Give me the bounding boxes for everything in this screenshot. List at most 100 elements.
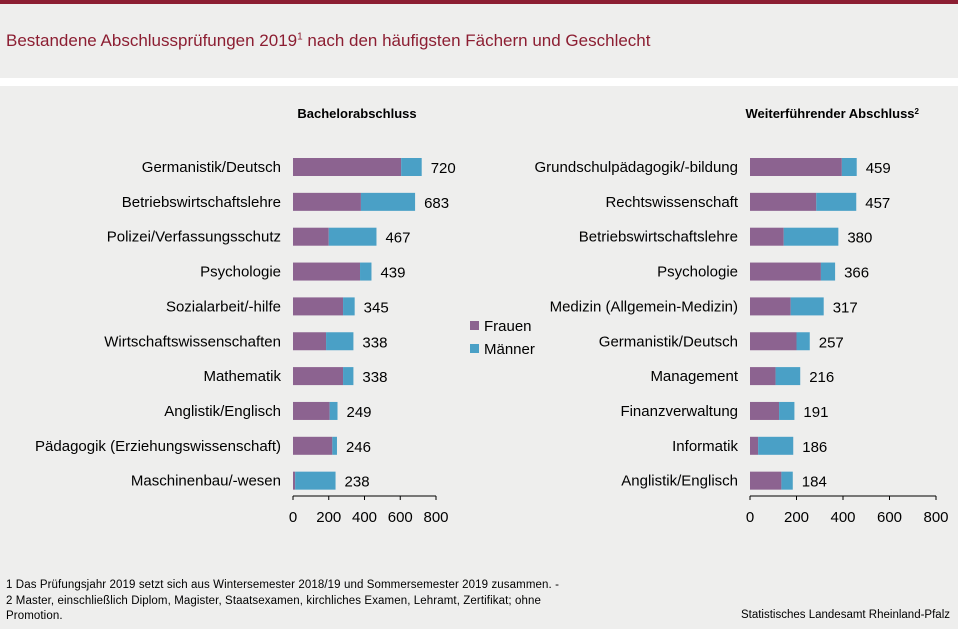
legend-swatch-frauen	[470, 321, 479, 330]
chart-area: Bachelorabschluss Germanistik/Deutsch 720 B…	[35, 106, 948, 526]
master-bar-maenner	[841, 158, 857, 176]
title-divider	[0, 78, 958, 86]
bachelor-value-label: 467	[385, 230, 410, 247]
legend-label-frauen: Frauen	[484, 318, 532, 335]
master-category-label: Betriebswirtschaftslehre	[579, 229, 738, 246]
master-bar-maenner	[796, 332, 810, 351]
bachelor-category-label: Germanistik/Deutsch	[142, 159, 281, 176]
master-value-label: 457	[865, 195, 890, 212]
master-value-label: 191	[803, 404, 828, 421]
master-value-label: 317	[833, 299, 858, 316]
bachelor-bar-maenner	[343, 297, 355, 316]
master-category-label: Germanistik/Deutsch	[599, 333, 738, 350]
master-bar-maenner	[775, 367, 801, 386]
bachelor-bar-frauen	[293, 332, 327, 351]
master-value-label: 184	[802, 474, 827, 491]
bachelor-value-label: 249	[347, 404, 372, 421]
master-bar-frauen	[750, 227, 784, 246]
master-x-tick-label: 600	[877, 509, 902, 526]
master-category-label: Management	[650, 368, 738, 385]
master-x-tick-label: 200	[784, 509, 809, 526]
bachelor-bar-maenner	[329, 401, 338, 420]
master-bar-maenner	[783, 227, 839, 246]
bachelor-value-label: 338	[362, 334, 387, 351]
master-bar-maenner	[758, 436, 794, 455]
bachelor-bar-frauen	[293, 401, 330, 420]
bachelor-bar-maenner	[360, 262, 372, 281]
bachelor-x-tick-label: 200	[316, 509, 341, 526]
bachelor-category-label: Pädagogik (Erziehungswissenschaft)	[35, 438, 281, 455]
source-note: Statistisches Landesamt Rheinland-Pfalz	[740, 609, 950, 621]
master-value-label: 380	[847, 230, 872, 247]
master-category-label: Finanzverwaltung	[620, 403, 738, 420]
master-bar-frauen	[750, 332, 797, 351]
bachelor-value-label: 439	[380, 265, 405, 282]
bachelor-bar-frauen	[293, 262, 361, 281]
legend-label-maenner: Männer	[484, 341, 535, 358]
master-bar-frauen	[750, 297, 791, 316]
footnote-2: 2 Master, einschließlich Diplom, Magiste…	[6, 595, 541, 607]
bachelor-bar-maenner	[328, 227, 377, 246]
bachelor-value-label: 246	[346, 439, 371, 456]
master-value-label: 459	[866, 160, 891, 177]
bachelor-bar-maenner	[332, 436, 337, 455]
bachelor-value-label: 683	[424, 195, 449, 212]
bachelor-bar-maenner	[326, 332, 354, 351]
bachelor-x-tick-label: 400	[352, 509, 377, 526]
master-x-tick-label: 800	[923, 509, 948, 526]
bachelor-category-label: Polizei/Verfassungsschutz	[107, 229, 281, 246]
bachelor-panel-title: Bachelorabschluss	[297, 106, 416, 121]
bachelor-value-label: 720	[431, 160, 456, 177]
master-bar-frauen	[750, 262, 821, 281]
bachelor-x-tick-label: 0	[289, 509, 297, 526]
bachelor-category-label: Mathematik	[203, 368, 281, 385]
master-bar-maenner	[816, 192, 857, 211]
master-bar-maenner	[781, 471, 793, 490]
bachelor-bar-maenner	[343, 367, 354, 386]
bachelor-bar-frauen	[293, 192, 361, 211]
master-category-label: Rechtswissenschaft	[605, 194, 738, 211]
master-category-label: Medizin (Allgemein-Medizin)	[550, 298, 738, 315]
bachelor-category-label: Maschinenbau/-wesen	[131, 473, 281, 490]
master-value-label: 257	[819, 334, 844, 351]
bachelor-bar-frauen	[293, 158, 402, 176]
bachelor-bar-maenner	[295, 471, 336, 490]
bachelor-value-label: 238	[345, 474, 370, 491]
top-accent-bar	[0, 0, 958, 4]
bachelor-value-label: 338	[362, 369, 387, 386]
master-bar-frauen	[750, 436, 759, 455]
bachelor-value-label: 345	[364, 299, 389, 316]
bachelor-bar-frauen	[293, 471, 296, 490]
legend-swatch-maenner	[470, 344, 479, 353]
master-value-label: 186	[802, 439, 827, 456]
bachelor-bar-maenner	[401, 158, 422, 176]
master-x-tick-label: 400	[830, 509, 855, 526]
master-bar-frauen	[750, 401, 780, 420]
bachelor-x-tick-label: 800	[423, 509, 448, 526]
bachelor-category-label: Anglistik/Englisch	[164, 403, 281, 420]
footnote-3: Promotion.	[6, 610, 63, 622]
bachelor-bar-frauen	[293, 436, 333, 455]
master-value-label: 216	[809, 369, 834, 386]
bachelor-category-label: Sozialarbeit/-hilfe	[166, 298, 281, 315]
master-category-label: Anglistik/Englisch	[621, 473, 738, 490]
master-bar-frauen	[750, 367, 776, 386]
bachelor-bar-frauen	[293, 297, 344, 316]
bachelor-bar-frauen	[293, 227, 329, 246]
master-bar-frauen	[750, 192, 817, 211]
master-panel-title: Weiterführender Abschluss2	[746, 106, 920, 121]
master-category-label: Grundschulpädagogik/-bildung	[535, 159, 738, 176]
master-bar-frauen	[750, 471, 782, 490]
bachelor-bar-maenner	[360, 192, 416, 211]
master-category-label: Psychologie	[657, 264, 738, 281]
master-bar-frauen	[750, 158, 842, 176]
bachelor-category-label: Betriebswirtschaftslehre	[122, 194, 281, 211]
bachelor-category-label: Psychologie	[200, 264, 281, 281]
bachelor-x-tick-label: 600	[388, 509, 413, 526]
master-bar-maenner	[820, 262, 836, 281]
page-title: Bestandene Abschlussprüfungen 20191 nach…	[6, 31, 651, 50]
master-category-label: Informatik	[672, 438, 738, 455]
bachelor-category-label: Wirtschaftswissenschaften	[104, 333, 281, 350]
footnote-1: 1 Das Prüfungsjahr 2019 setzt sich aus W…	[6, 579, 560, 591]
master-x-tick-label: 0	[746, 509, 754, 526]
